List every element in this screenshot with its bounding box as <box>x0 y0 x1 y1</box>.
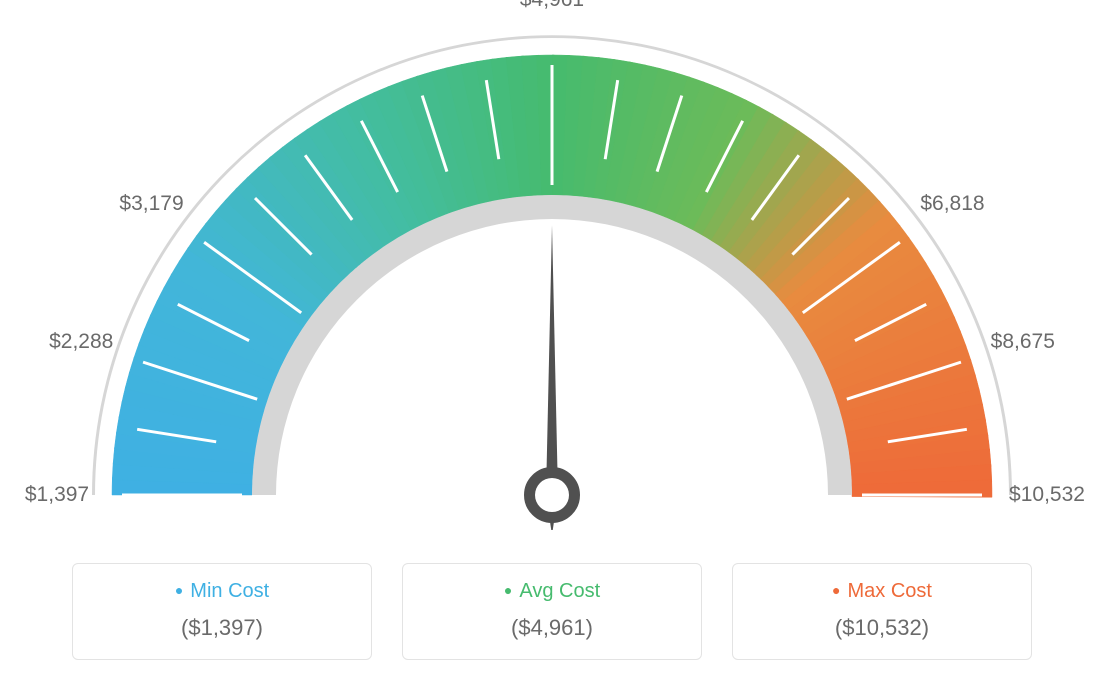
gauge-tick-label: $10,532 <box>1009 483 1085 507</box>
legend-min-title: Min Cost <box>83 580 361 603</box>
gauge-tick-label: $8,675 <box>991 330 1055 354</box>
gauge-tick-label: $2,288 <box>49 330 113 354</box>
legend-avg-title: Avg Cost <box>413 580 691 603</box>
legend-max-title: Max Cost <box>743 580 1021 603</box>
gauge-area: $1,397 $2,288 $3,179 $4,961 $6,818 $8,675 $10,… <box>0 0 1104 530</box>
legend-card-avg: Avg Cost ($4,961) <box>402 563 702 660</box>
legend-max-value: ($10,532) <box>743 615 1021 641</box>
gauge-tick-label: $1,397 <box>25 483 89 507</box>
legend-min-value: ($1,397) <box>83 615 361 641</box>
legend-card-min: Min Cost ($1,397) <box>72 563 372 660</box>
legend-avg-value: ($4,961) <box>413 615 691 641</box>
legend-row: Min Cost ($1,397) Avg Cost ($4,961) Max … <box>0 563 1104 660</box>
cost-gauge-widget: $1,397 $2,288 $3,179 $4,961 $6,818 $8,675 $10,… <box>0 0 1104 690</box>
gauge-tick-label: $4,961 <box>520 0 584 12</box>
gauge-tick-label: $3,179 <box>119 192 183 216</box>
gauge-hub-inner <box>535 478 569 512</box>
gauge-tick-label: $6,818 <box>920 192 984 216</box>
gauge-chart <box>0 0 1104 530</box>
legend-card-max: Max Cost ($10,532) <box>732 563 1032 660</box>
